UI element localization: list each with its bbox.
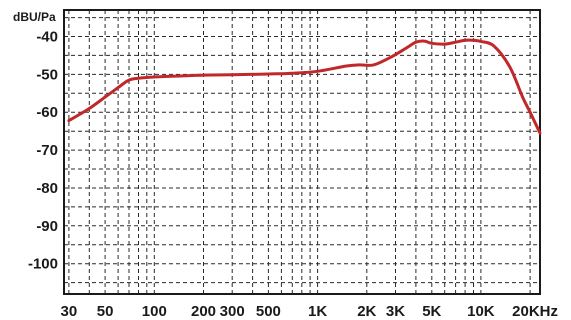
plot-frame [63,9,541,295]
x-tick-label: 50 [97,303,114,320]
y-tick-label: -50 [36,66,58,83]
curve-layer [67,38,542,135]
x-tick-label: 1K [308,303,327,320]
grid [64,10,540,294]
x-tick-label: 100 [142,303,167,320]
y-tick-label: -80 [36,180,58,197]
y-axis-label: dBU/Pa [13,10,56,24]
y-tick-label: -70 [36,142,58,159]
y-tick-label: -90 [36,218,58,235]
y-tick-label: -100 [28,256,58,273]
x-tick-label: 3K [386,303,405,320]
frequency-response-curve [67,38,542,135]
x-tick-label: 10K [467,303,495,320]
x-tick-label: 500 [256,303,281,320]
x-tick-label: 30 [61,303,78,320]
axis-labels: 30 50 100 200 300 500 1K 2K 3K 5K 10K 20KHz -40 -50 -6… [28,29,558,320]
x-tick-label: 5K [422,303,441,320]
y-tick-label: -60 [36,104,58,121]
x-tick-label: 300 [220,303,245,320]
x-tick-label: 2K [357,303,376,320]
x-tick-label: 200 [191,303,216,320]
y-tick-label: -40 [36,29,58,46]
x-tick-label: 20KHz [512,303,558,320]
